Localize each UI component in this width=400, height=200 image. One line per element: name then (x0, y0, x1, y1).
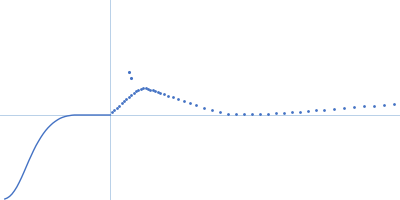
Point (371, 104, 377, 107)
Point (341, 106, 347, 110)
Point (121, 99, 127, 103)
Point (126, 70, 132, 74)
Point (150, 89, 156, 92)
Point (118, 102, 125, 105)
Point (249, 112, 255, 116)
Point (111, 108, 118, 112)
Point (297, 110, 303, 113)
Point (351, 106, 357, 109)
Point (147, 88, 154, 92)
Point (145, 87, 151, 91)
Point (116, 104, 122, 107)
Point (128, 76, 134, 80)
Point (225, 112, 231, 115)
Point (305, 109, 311, 113)
Point (313, 109, 319, 112)
Point (140, 87, 146, 90)
Point (273, 111, 279, 115)
Point (257, 112, 263, 116)
Point (241, 113, 247, 116)
Point (142, 87, 149, 90)
Point (217, 110, 223, 114)
Point (123, 97, 130, 100)
Point (265, 112, 271, 115)
Point (181, 99, 187, 103)
Point (281, 111, 287, 114)
Point (165, 94, 171, 98)
Point (133, 90, 139, 93)
Point (391, 102, 397, 106)
Point (361, 105, 367, 108)
Point (289, 110, 295, 114)
Point (109, 110, 115, 114)
Point (201, 106, 207, 109)
Point (130, 91, 137, 95)
Point (233, 113, 239, 116)
Point (128, 93, 134, 96)
Point (331, 107, 337, 111)
Point (161, 93, 167, 96)
Point (135, 88, 142, 92)
Point (381, 103, 387, 106)
Point (154, 90, 161, 94)
Point (157, 91, 163, 95)
Point (138, 87, 144, 91)
Point (152, 89, 158, 93)
Point (193, 103, 199, 107)
Point (187, 101, 193, 105)
Point (126, 95, 132, 98)
Point (209, 108, 215, 112)
Point (321, 108, 327, 112)
Point (170, 96, 176, 99)
Point (114, 106, 120, 110)
Point (175, 97, 181, 101)
